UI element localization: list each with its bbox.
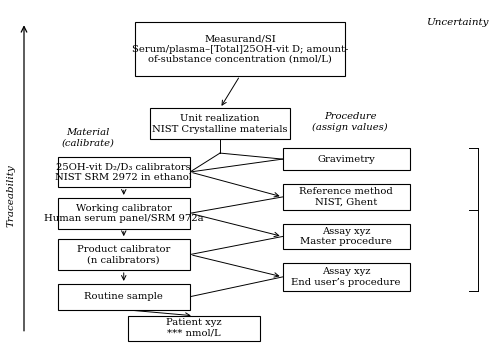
Text: Procedure
(assign values): Procedure (assign values)	[312, 112, 388, 132]
Text: Gravimetry: Gravimetry	[318, 154, 375, 164]
Text: Product calibrator
(n calibrators): Product calibrator (n calibrators)	[77, 245, 170, 264]
Text: Patient xyz
*** nmol/L: Patient xyz *** nmol/L	[166, 319, 222, 338]
FancyBboxPatch shape	[282, 224, 410, 249]
Text: 25OH-vit D₂/D₃ calibrators
NIST SRM 2972 in ethanol: 25OH-vit D₂/D₃ calibrators NIST SRM 2972…	[56, 162, 192, 182]
FancyBboxPatch shape	[58, 239, 190, 270]
Text: Traceability: Traceability	[6, 165, 16, 227]
Text: Unit realization
NIST Crystalline materials: Unit realization NIST Crystalline materi…	[152, 114, 288, 133]
FancyBboxPatch shape	[58, 284, 190, 310]
Text: Reference method
NIST, Ghent: Reference method NIST, Ghent	[300, 187, 393, 207]
FancyBboxPatch shape	[150, 108, 290, 139]
FancyBboxPatch shape	[58, 198, 190, 229]
Text: Working calibrator
Human serum panel/SRM 972a: Working calibrator Human serum panel/SRM…	[44, 204, 203, 223]
FancyBboxPatch shape	[282, 184, 410, 210]
FancyBboxPatch shape	[58, 157, 190, 187]
Text: Measurand/SI
Serum/plasma–[Total]25OH-vit D; amount-
of-substance concentration : Measurand/SI Serum/plasma–[Total]25OH-vi…	[132, 34, 348, 64]
FancyBboxPatch shape	[282, 148, 410, 170]
Text: Routine sample: Routine sample	[84, 292, 163, 301]
FancyBboxPatch shape	[128, 316, 260, 341]
Text: Assay xyz
End user’s procedure: Assay xyz End user’s procedure	[292, 267, 401, 287]
FancyBboxPatch shape	[135, 22, 345, 76]
Text: Material
(calibrate): Material (calibrate)	[61, 128, 114, 147]
Text: Uncertainty: Uncertainty	[426, 18, 489, 27]
FancyBboxPatch shape	[282, 263, 410, 291]
Text: Assay xyz
Master procedure: Assay xyz Master procedure	[300, 227, 392, 246]
